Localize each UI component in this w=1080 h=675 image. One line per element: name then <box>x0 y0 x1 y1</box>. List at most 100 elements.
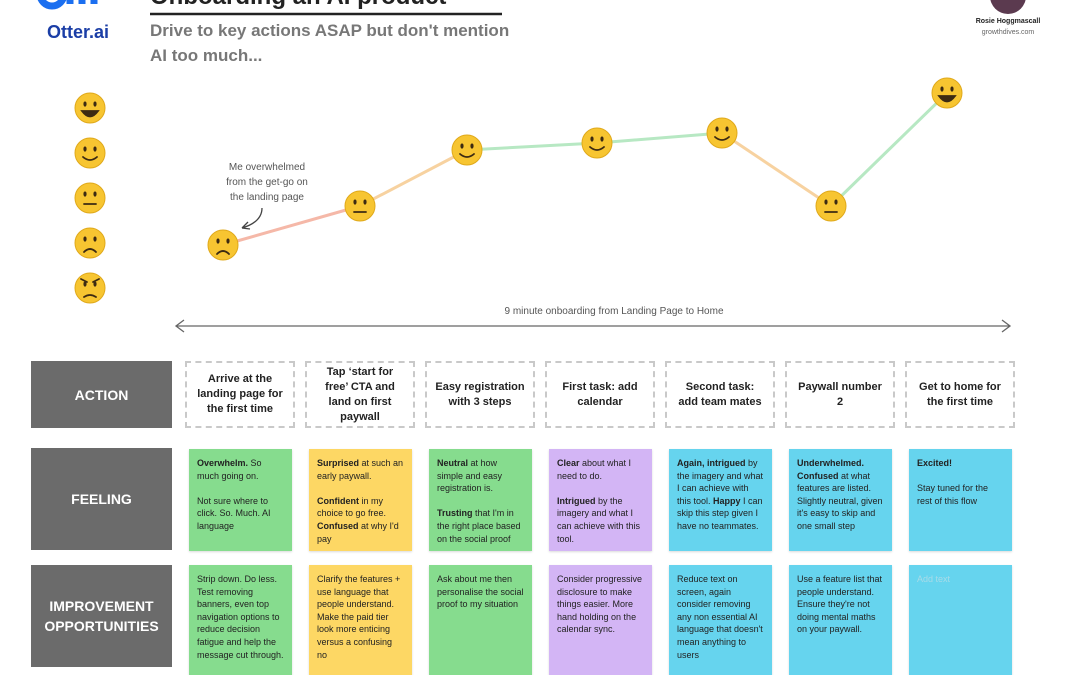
logo-mark <box>37 0 98 10</box>
annotation-line: from the get-go on <box>226 177 308 188</box>
annotation-arrow <box>241 207 263 230</box>
emoji-eye <box>725 126 729 132</box>
emoji-eye <box>353 199 357 205</box>
feeling-paragraph: Again, intrigued by the imagery and what… <box>677 457 764 533</box>
emoji-mouth <box>83 248 97 253</box>
emoji-eye <box>93 146 97 152</box>
feeling-emphasis: Surprised <box>317 458 360 468</box>
feeling-text: at such an early paywall. <box>317 458 404 481</box>
duration: 9 minute onboarding from Landing Page to… <box>504 306 723 317</box>
feeling-text: about what I need to do. <box>557 458 632 481</box>
emoji-eye <box>600 136 604 142</box>
action-card: First task: add calendar <box>545 361 655 428</box>
journey-line <box>222 204 361 247</box>
emoji <box>344 190 376 222</box>
feeling-emphasis: Trusting <box>437 508 473 519</box>
emoji-face <box>74 92 106 124</box>
emoji-mouth <box>937 95 957 103</box>
emoji-mouth <box>216 250 230 255</box>
emoji-eye <box>226 238 230 244</box>
feeling-emphasis: Underwhelmed. <box>797 458 865 468</box>
feeling-paragraph: Underwhelmed. Confused at what features a… <box>797 457 884 533</box>
subtitle-line: Drive to key actions ASAP but don't ment… <box>150 21 509 40</box>
title: Onboarding an AI product <box>150 0 446 10</box>
action-card: Easy registration with 3 steps <box>425 361 535 428</box>
feeling-paragraph: Surprised at such an early paywall. <box>317 457 404 482</box>
emoji-eye <box>460 143 464 149</box>
improvement-note: Reduce text on screen, again consider re… <box>669 565 772 675</box>
emoji <box>581 127 613 159</box>
feeling-paragraph: Excited! <box>917 457 1004 470</box>
feeling-emphasis: Intrigued <box>557 495 596 506</box>
journey-line <box>466 141 598 152</box>
emoji <box>451 134 483 166</box>
emoji <box>74 182 106 214</box>
feeling-text: that I'm in the right place based on the… <box>437 508 521 544</box>
emoji-eye <box>363 199 367 205</box>
emoji-eye <box>93 191 97 197</box>
feeling-note: Again, intrigued by the imagery and what… <box>669 449 772 551</box>
journey-svg: Otter.ai Onboarding an AI product Drive … <box>37 0 1041 333</box>
action-card: Second task: add team mates <box>665 361 775 428</box>
improvement-note: Ask about me then personalise the social… <box>429 565 532 675</box>
journey-line <box>721 131 832 208</box>
emoji-face <box>815 190 847 222</box>
annotation-line: Me overwhelmed <box>229 162 305 173</box>
feeling-paragraph: Overwhelm. So much going on. <box>197 457 284 482</box>
emoji-eye <box>83 281 87 287</box>
row-label: IMPROVEMENT OPPORTUNITIES <box>31 565 172 667</box>
emoji <box>74 272 106 304</box>
feeling-text: at how simple and easy registration is. <box>437 458 503 494</box>
feeling-text: in my choice to go free. <box>317 495 387 519</box>
feeling-paragraph: Clear about what I need to do. <box>557 457 644 482</box>
feeling-paragraph: Intrigued by the imagery and what I can … <box>557 495 644 545</box>
emoji-face <box>207 229 239 261</box>
feeling-text: by the imagery and what I can achieve wi… <box>557 495 641 544</box>
feeling-emphasis: Excited! <box>917 458 953 468</box>
emoji-eye <box>824 199 828 205</box>
row-label: FEELING <box>31 448 172 550</box>
emoji-eye <box>950 86 954 92</box>
site: growthdives.com <box>982 29 1035 36</box>
feeling-emphasis: Again, intrigued <box>677 458 746 468</box>
emoji-mouth <box>459 153 475 158</box>
feeling-emphasis: Happy <box>713 495 741 506</box>
improvement-note: Use a feature list that people understan… <box>789 565 892 675</box>
emoji-face <box>931 77 963 109</box>
feeling-paragraph: Not sure where to click. So. Much. AI la… <box>197 495 284 533</box>
action-card: Tap ‘start for free’ CTA and land on fir… <box>305 361 415 428</box>
emoji <box>74 227 106 259</box>
emoji-face <box>451 134 483 166</box>
journey-line <box>596 131 723 145</box>
emoji-eye <box>470 143 474 149</box>
feeling-text: at what features are listed. Slightly ne… <box>797 470 883 531</box>
emoji-face <box>74 272 106 304</box>
emoji-face <box>344 190 376 222</box>
emoji-face <box>74 137 106 169</box>
action-card: Arrive at the landing page for the first… <box>185 361 295 428</box>
emoji-eye <box>216 238 220 244</box>
feeling-paragraph: Stay tuned for the rest of this flow <box>917 482 1004 507</box>
feeling-text: Not sure where to click. So. Much. AI la… <box>197 495 271 531</box>
feeling-note: Neutral at how simple and easy registrat… <box>429 449 532 551</box>
emoji-eye <box>83 236 87 242</box>
row-label-line: IMPROVEMENT <box>49 598 154 614</box>
emoji-face <box>74 182 106 214</box>
action-card: Paywall number 2 <box>785 361 895 428</box>
feeling-text: I can skip this step given I have no tea… <box>677 495 763 531</box>
emoji-mouth <box>80 278 100 298</box>
action-card: Get to home for the first time <box>905 361 1015 428</box>
emoji-mouth <box>80 110 100 118</box>
feeling-emphasis: Clear <box>557 458 580 468</box>
row-label-line: OPPORTUNITIES <box>44 618 159 634</box>
journey-line <box>829 91 949 208</box>
emoji <box>706 117 738 149</box>
feeling-emphasis: Overwhelm. <box>197 458 249 468</box>
feeling-note: Surprised at such an early paywall. Confi… <box>309 449 412 551</box>
subtitle: Drive to key actions ASAP but don't ment… <box>150 21 509 65</box>
improvement-note: Add text <box>909 565 1012 675</box>
emoji-mouth <box>589 146 605 151</box>
feeling-note: Overwhelm. So much going on. Not sure whe… <box>189 449 292 551</box>
author: Rosie Hoggmascall <box>976 18 1041 25</box>
